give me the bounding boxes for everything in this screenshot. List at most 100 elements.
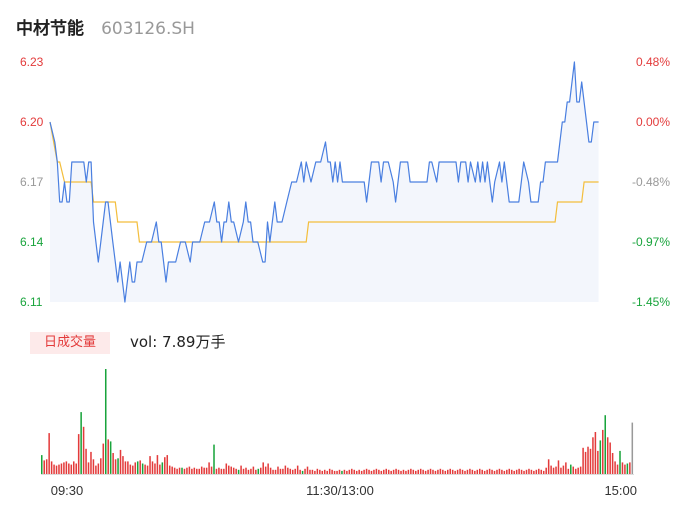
volume-bar bbox=[68, 463, 70, 474]
volume-tab[interactable]: 日成交量 bbox=[30, 332, 110, 354]
x-tick-label: 15:00 bbox=[604, 483, 637, 498]
volume-bar bbox=[464, 470, 466, 474]
volume-bar bbox=[348, 469, 351, 474]
volume-bar bbox=[164, 457, 166, 474]
volume-bar bbox=[606, 437, 609, 475]
volume-bar bbox=[255, 469, 257, 474]
volume-bar bbox=[589, 448, 592, 474]
volume-bar bbox=[629, 462, 631, 474]
volume-bar bbox=[319, 469, 321, 474]
volume-bar bbox=[602, 429, 604, 474]
volume-bar bbox=[188, 466, 191, 474]
volume-bar bbox=[449, 468, 451, 475]
volume-bar bbox=[370, 470, 373, 474]
volume-bar bbox=[432, 469, 434, 474]
volume-bar bbox=[604, 415, 606, 474]
volume-bar bbox=[523, 470, 525, 474]
y-tick-left: 6.17 bbox=[20, 175, 44, 189]
volume-bar bbox=[225, 463, 228, 474]
volume-bar bbox=[631, 422, 634, 474]
volume-bar bbox=[417, 469, 419, 474]
volume-bar bbox=[400, 470, 402, 474]
volume-bar bbox=[469, 468, 471, 475]
volume-bar bbox=[205, 467, 208, 474]
volume-bar bbox=[410, 468, 412, 475]
volume-bar bbox=[555, 466, 557, 474]
volume-bar bbox=[274, 469, 277, 474]
volume-bar bbox=[415, 470, 417, 474]
volume-bar bbox=[218, 467, 220, 474]
volume-bar bbox=[299, 469, 301, 474]
volume-bar bbox=[139, 460, 141, 475]
volume-bar bbox=[156, 455, 159, 474]
volume-bar bbox=[540, 469, 543, 474]
volume-bar bbox=[498, 468, 501, 475]
volume-bar bbox=[508, 468, 511, 475]
volume-bar bbox=[587, 446, 589, 474]
volume-bar bbox=[616, 464, 619, 474]
volume-bar bbox=[166, 455, 169, 474]
volume-bar bbox=[196, 468, 198, 475]
volume-bar bbox=[282, 468, 284, 475]
volume-bar bbox=[85, 448, 87, 474]
volume-bar bbox=[284, 465, 287, 474]
volume-bar bbox=[208, 462, 210, 474]
volume-bar bbox=[82, 426, 85, 475]
volume-bar bbox=[611, 453, 614, 474]
volume-bar bbox=[136, 461, 139, 474]
volume-bar bbox=[242, 468, 245, 475]
volume-bar bbox=[351, 468, 353, 475]
volume-bar bbox=[70, 464, 73, 474]
volume-bar bbox=[63, 462, 65, 474]
volume-bar bbox=[471, 469, 474, 474]
volume-bar bbox=[102, 443, 105, 474]
volume-bar bbox=[200, 466, 203, 474]
volume-bar bbox=[326, 470, 328, 474]
volume-bar bbox=[146, 465, 149, 474]
volume-bar bbox=[624, 464, 626, 474]
volume-bar bbox=[333, 470, 336, 474]
volume-bar bbox=[171, 466, 173, 474]
volume-bar bbox=[43, 460, 45, 475]
volume-bar bbox=[461, 469, 464, 474]
volume-bar bbox=[375, 468, 378, 475]
volume-bar bbox=[577, 467, 579, 474]
volume-bar bbox=[574, 468, 577, 475]
volume-bar bbox=[53, 464, 55, 474]
volume-bar bbox=[264, 466, 267, 474]
volume-bar bbox=[496, 469, 498, 474]
y-tick-left: 6.20 bbox=[20, 115, 44, 129]
volume-bar bbox=[215, 468, 218, 475]
volume-bar bbox=[525, 469, 528, 474]
volume-bar bbox=[434, 470, 437, 474]
volume-bar bbox=[301, 470, 304, 474]
volume-bar bbox=[279, 468, 282, 475]
volume-bar bbox=[328, 468, 331, 475]
volume-bar bbox=[90, 451, 92, 474]
volume-bar bbox=[535, 469, 538, 474]
volume-bar bbox=[363, 469, 365, 474]
volume-bar bbox=[407, 469, 410, 474]
volume-bar bbox=[402, 469, 405, 474]
volume-bar bbox=[506, 469, 508, 474]
volume-bar bbox=[380, 470, 383, 474]
volume-bar bbox=[570, 464, 572, 474]
volume-bar bbox=[353, 469, 356, 474]
volume-bar bbox=[114, 459, 117, 474]
volume-bar bbox=[97, 463, 100, 474]
x-tick-label: 11:30/13:00 bbox=[306, 483, 374, 498]
volume-bar bbox=[429, 468, 432, 475]
volume-bar bbox=[210, 466, 213, 474]
volume-bar bbox=[390, 470, 392, 474]
volume-bar bbox=[252, 466, 255, 474]
volume-bar bbox=[309, 469, 311, 474]
y-tick-left: 6.11 bbox=[20, 295, 43, 309]
volume-bar bbox=[594, 432, 597, 474]
volume-bar bbox=[530, 469, 533, 474]
volume-bar bbox=[547, 459, 550, 474]
volume-bar bbox=[538, 468, 540, 475]
volume-bar bbox=[550, 465, 552, 474]
volume-bar bbox=[572, 466, 575, 474]
volume-bar bbox=[545, 467, 547, 474]
volume-bar bbox=[343, 469, 346, 474]
